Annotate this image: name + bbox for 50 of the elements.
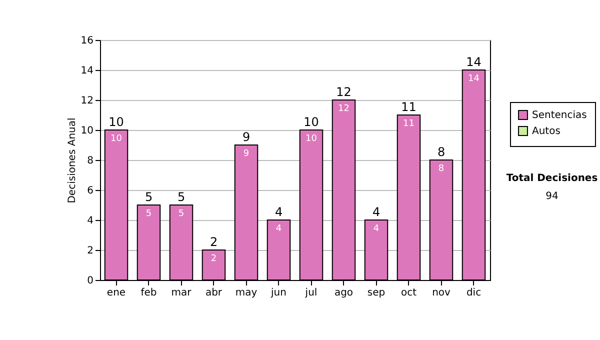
x-tick-label: oct (400, 288, 417, 298)
data-label: 10 (110, 134, 122, 144)
x-tick-label: abr (205, 288, 223, 298)
y-tick-label: 2 (87, 246, 94, 256)
total-label: 10 (108, 115, 124, 129)
data-label: 2 (210, 254, 217, 264)
total-label: 12 (336, 85, 352, 99)
x-tick-label: dic (466, 288, 482, 298)
total-label: 14 (466, 55, 482, 69)
total-label: 4 (274, 205, 283, 219)
data-label: 10 (306, 134, 318, 144)
x-tick-label: jul (304, 288, 318, 298)
x-tick-label: may (235, 288, 258, 298)
y-axis-title: Decisiones Anual (66, 118, 78, 204)
x-tick-label: ago (334, 288, 354, 298)
y-tick-label: 16 (80, 36, 94, 46)
total-label: 9 (242, 130, 250, 144)
y-tick-label: 0 (87, 276, 94, 286)
data-label: 5 (178, 209, 184, 219)
y-tick-label: 12 (80, 96, 94, 106)
x-tick-label: jun (270, 288, 286, 298)
data-label: 4 (373, 224, 380, 234)
y-tick-label: 14 (80, 66, 94, 76)
x-tick-label: ene (106, 288, 126, 298)
text: 94 (546, 191, 558, 202)
total-label: 11 (401, 100, 416, 114)
total-label: 10 (304, 115, 319, 129)
data-label: 12 (338, 104, 350, 114)
total-label: 5 (177, 190, 186, 204)
data-label: 11 (403, 119, 414, 129)
text: Total Decisiones (506, 173, 598, 184)
data-label: 5 (146, 209, 152, 219)
x-tick-label: nov (432, 288, 451, 298)
y-tick-label: 4 (87, 216, 94, 226)
x-tick-label: sep (367, 288, 386, 298)
data-label: 4 (276, 224, 282, 234)
y-tick-label: 10 (80, 126, 94, 136)
data-label: 9 (243, 149, 250, 159)
data-label: 14 (468, 74, 480, 84)
y-tick-label: 6 (87, 186, 94, 196)
legend-label: Sentencias (532, 110, 587, 121)
total-label: 8 (437, 145, 446, 159)
x-tick-label: mar (171, 288, 192, 298)
total-label: 2 (210, 235, 218, 249)
total-label: 4 (372, 205, 380, 219)
y-tick-label: 8 (87, 156, 94, 166)
legend-label: Autos (532, 126, 560, 137)
total-label: 5 (144, 190, 153, 204)
data-label: 8 (438, 164, 444, 174)
x-tick-label: feb (140, 288, 157, 298)
